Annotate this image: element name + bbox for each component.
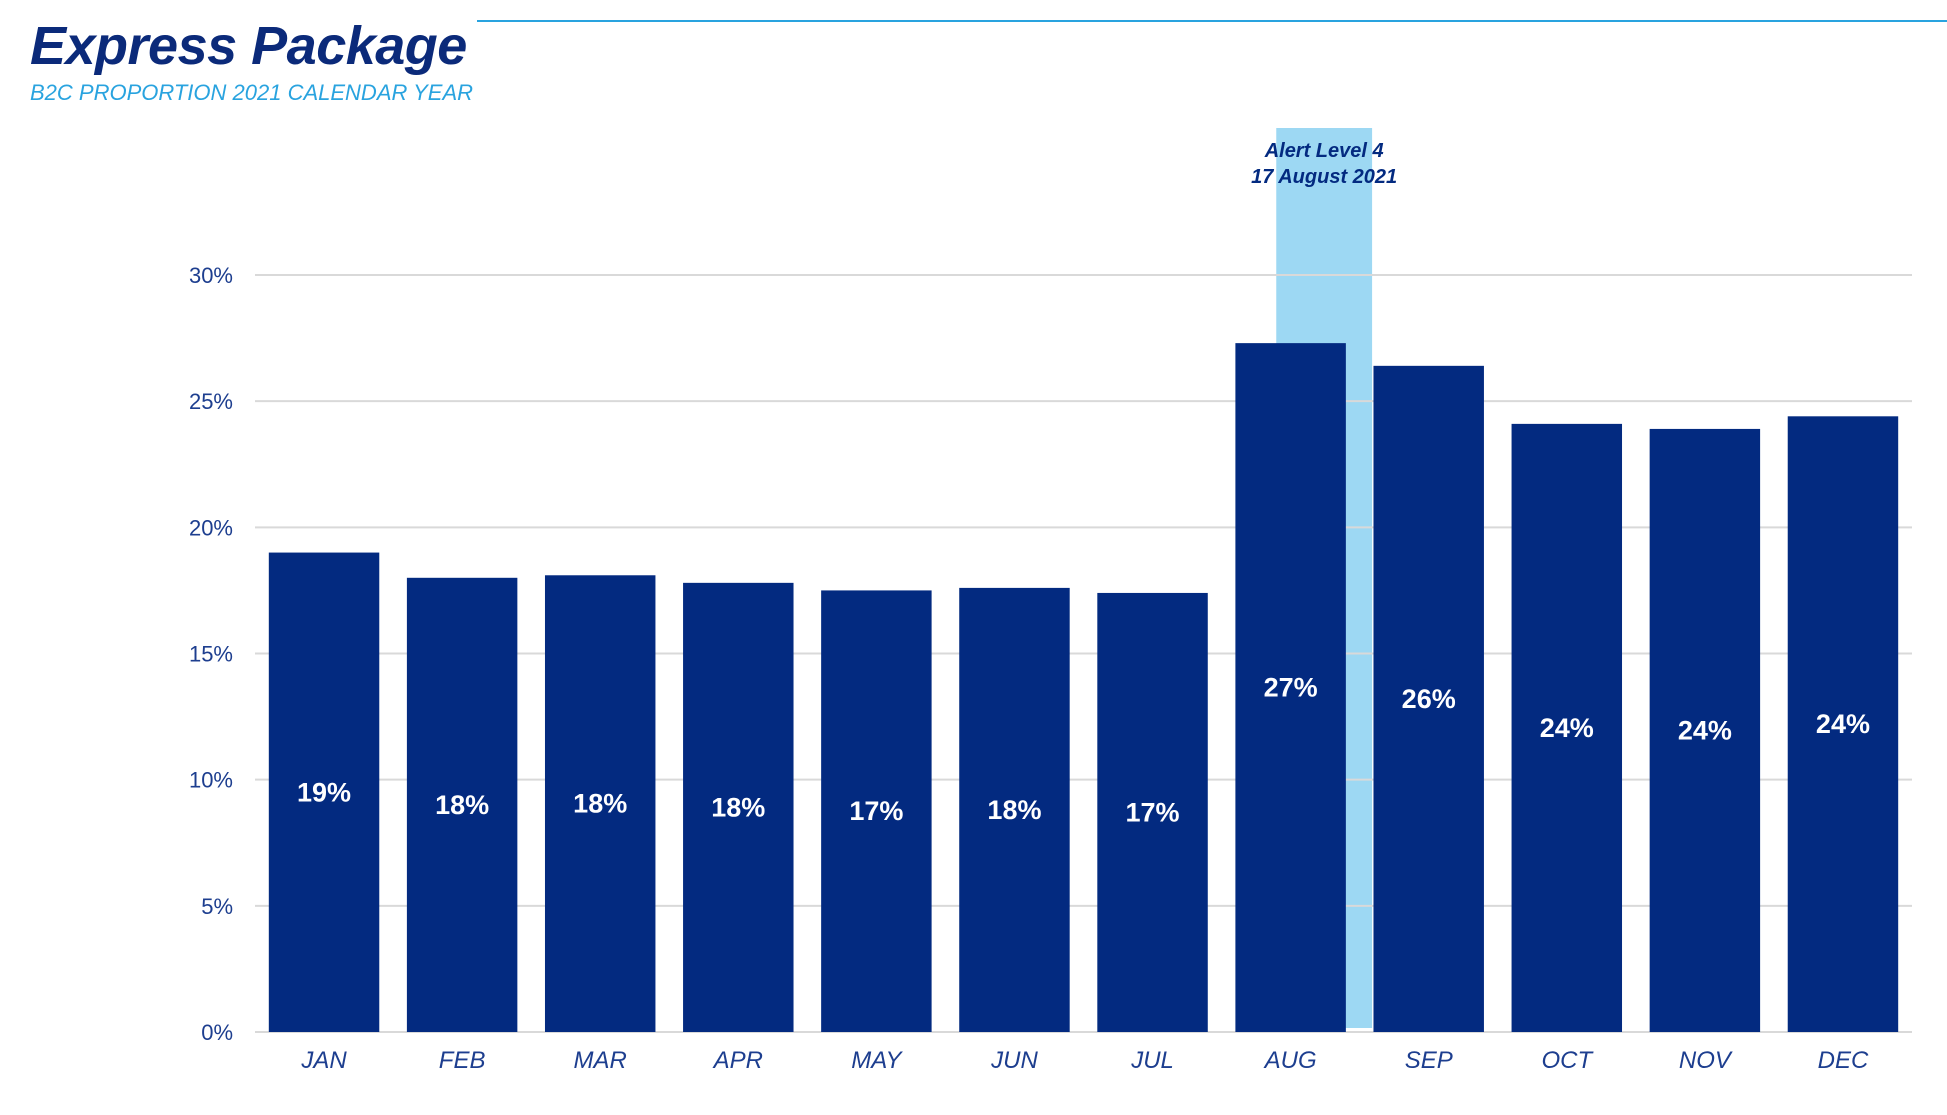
y-tick-label: 30% <box>189 263 233 288</box>
y-tick-label: 20% <box>189 515 233 540</box>
bars <box>268 343 1899 1033</box>
y-tick-label: 15% <box>189 642 233 667</box>
bar-value-label: 26% <box>1402 684 1456 714</box>
x-tick-label: OCT <box>1541 1047 1594 1074</box>
bar-jun <box>959 587 1070 1032</box>
bar-value-label: 17% <box>849 796 903 826</box>
x-tick-label: APR <box>712 1047 763 1074</box>
bar-value-label: 19% <box>297 777 351 807</box>
y-gridlines <box>255 274 1912 1033</box>
bar-nov <box>1649 428 1761 1032</box>
bar-value-label: 18% <box>711 792 765 822</box>
page-subtitle: B2C PROPORTION 2021 CALENDAR YEAR <box>30 80 474 105</box>
bar-value-label: 24% <box>1678 715 1732 745</box>
chart-header: Express Package B2C PROPORTION 2021 CALE… <box>0 0 1947 120</box>
x-axis-categories: JAN FEB MAR APR MAY JUN JUL AUG SEP OCT NOV DEC <box>300 1047 1869 1074</box>
x-tick-label: MAY <box>851 1047 903 1074</box>
bar-aug <box>1235 343 1346 1032</box>
title-divider <box>477 20 1947 22</box>
page-title: Express Package <box>30 16 467 76</box>
x-tick-label: MAR <box>574 1047 627 1074</box>
bar-sep <box>1373 365 1484 1033</box>
bar-may <box>821 590 932 1032</box>
x-tick-label: JAN <box>300 1047 347 1074</box>
bar-mar <box>544 575 656 1032</box>
y-tick-label: 10% <box>189 768 233 793</box>
bar-jul <box>1097 592 1208 1032</box>
annotation-line: Alert Level 4 <box>1264 140 1384 162</box>
annotation-line: 17 August 2021 <box>1251 166 1397 188</box>
bar-value-label: 18% <box>435 790 489 820</box>
x-tick-label: JUN <box>990 1047 1038 1074</box>
x-tick-label: JUL <box>1130 1047 1174 1074</box>
y-tick-label: 5% <box>201 894 233 919</box>
x-tick-label: DEC <box>1818 1047 1869 1074</box>
y-axis-ticks: 0% 5% 10% 15% 20% 25% 30% <box>189 263 233 1045</box>
bar-value-label: 18% <box>987 795 1041 825</box>
x-tick-label: NOV <box>1679 1047 1733 1074</box>
bar-value-label: 18% <box>573 789 627 819</box>
bar-oct <box>1511 423 1623 1032</box>
bar-jan <box>268 552 380 1032</box>
y-tick-label: 0% <box>201 1020 233 1045</box>
bar-apr <box>683 582 794 1032</box>
x-tick-label: SEP <box>1405 1047 1453 1074</box>
bar-value-labels: 19% 18% 18% 18% 17% 18% 17% 27% 26% 24% 24% 24% <box>297 673 1870 828</box>
bar-value-label: 17% <box>1126 797 1180 827</box>
bar-value-label: 27% <box>1264 673 1318 703</box>
bar-feb <box>406 577 518 1032</box>
bar-value-label: 24% <box>1816 709 1870 739</box>
alert-level-annotation: Alert Level 4 17 August 2021 <box>1251 140 1397 188</box>
y-tick-label: 25% <box>189 389 233 414</box>
x-tick-label: FEB <box>439 1047 486 1074</box>
x-tick-label: AUG <box>1263 1047 1317 1074</box>
bar-dec <box>1787 416 1899 1033</box>
bar-value-label: 24% <box>1540 713 1594 743</box>
